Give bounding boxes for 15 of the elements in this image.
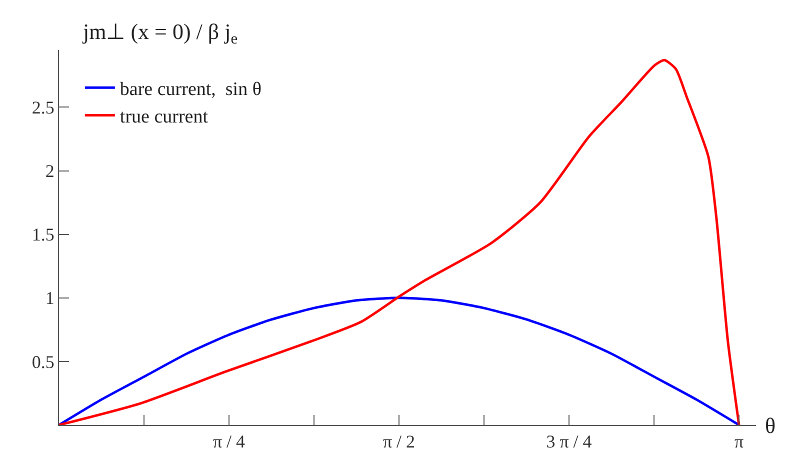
legend-label: bare current, sin θ bbox=[120, 79, 262, 100]
x-tick-label: π bbox=[734, 432, 744, 452]
y-axis-title: jm⊥ (x = 0) / β j$_{e}$ bbox=[82, 19, 238, 48]
x-tick-label: 3 π / 4 bbox=[546, 432, 592, 452]
y-tick-label: 1 bbox=[45, 288, 54, 308]
y-tick-label: 0.5 bbox=[32, 352, 54, 372]
x-axis-title: θ bbox=[765, 413, 776, 438]
line-series bbox=[59, 58, 740, 425]
x-tick-label: π / 2 bbox=[382, 432, 416, 452]
y-tick-label: 1.5 bbox=[32, 224, 54, 245]
y-tick-label: 2.5 bbox=[32, 98, 54, 118]
y-tick-label: 2 bbox=[45, 161, 54, 182]
legend-label: true current bbox=[120, 106, 209, 128]
line-series bbox=[59, 296, 740, 425]
x-tick-label: π / 4 bbox=[212, 432, 246, 452]
